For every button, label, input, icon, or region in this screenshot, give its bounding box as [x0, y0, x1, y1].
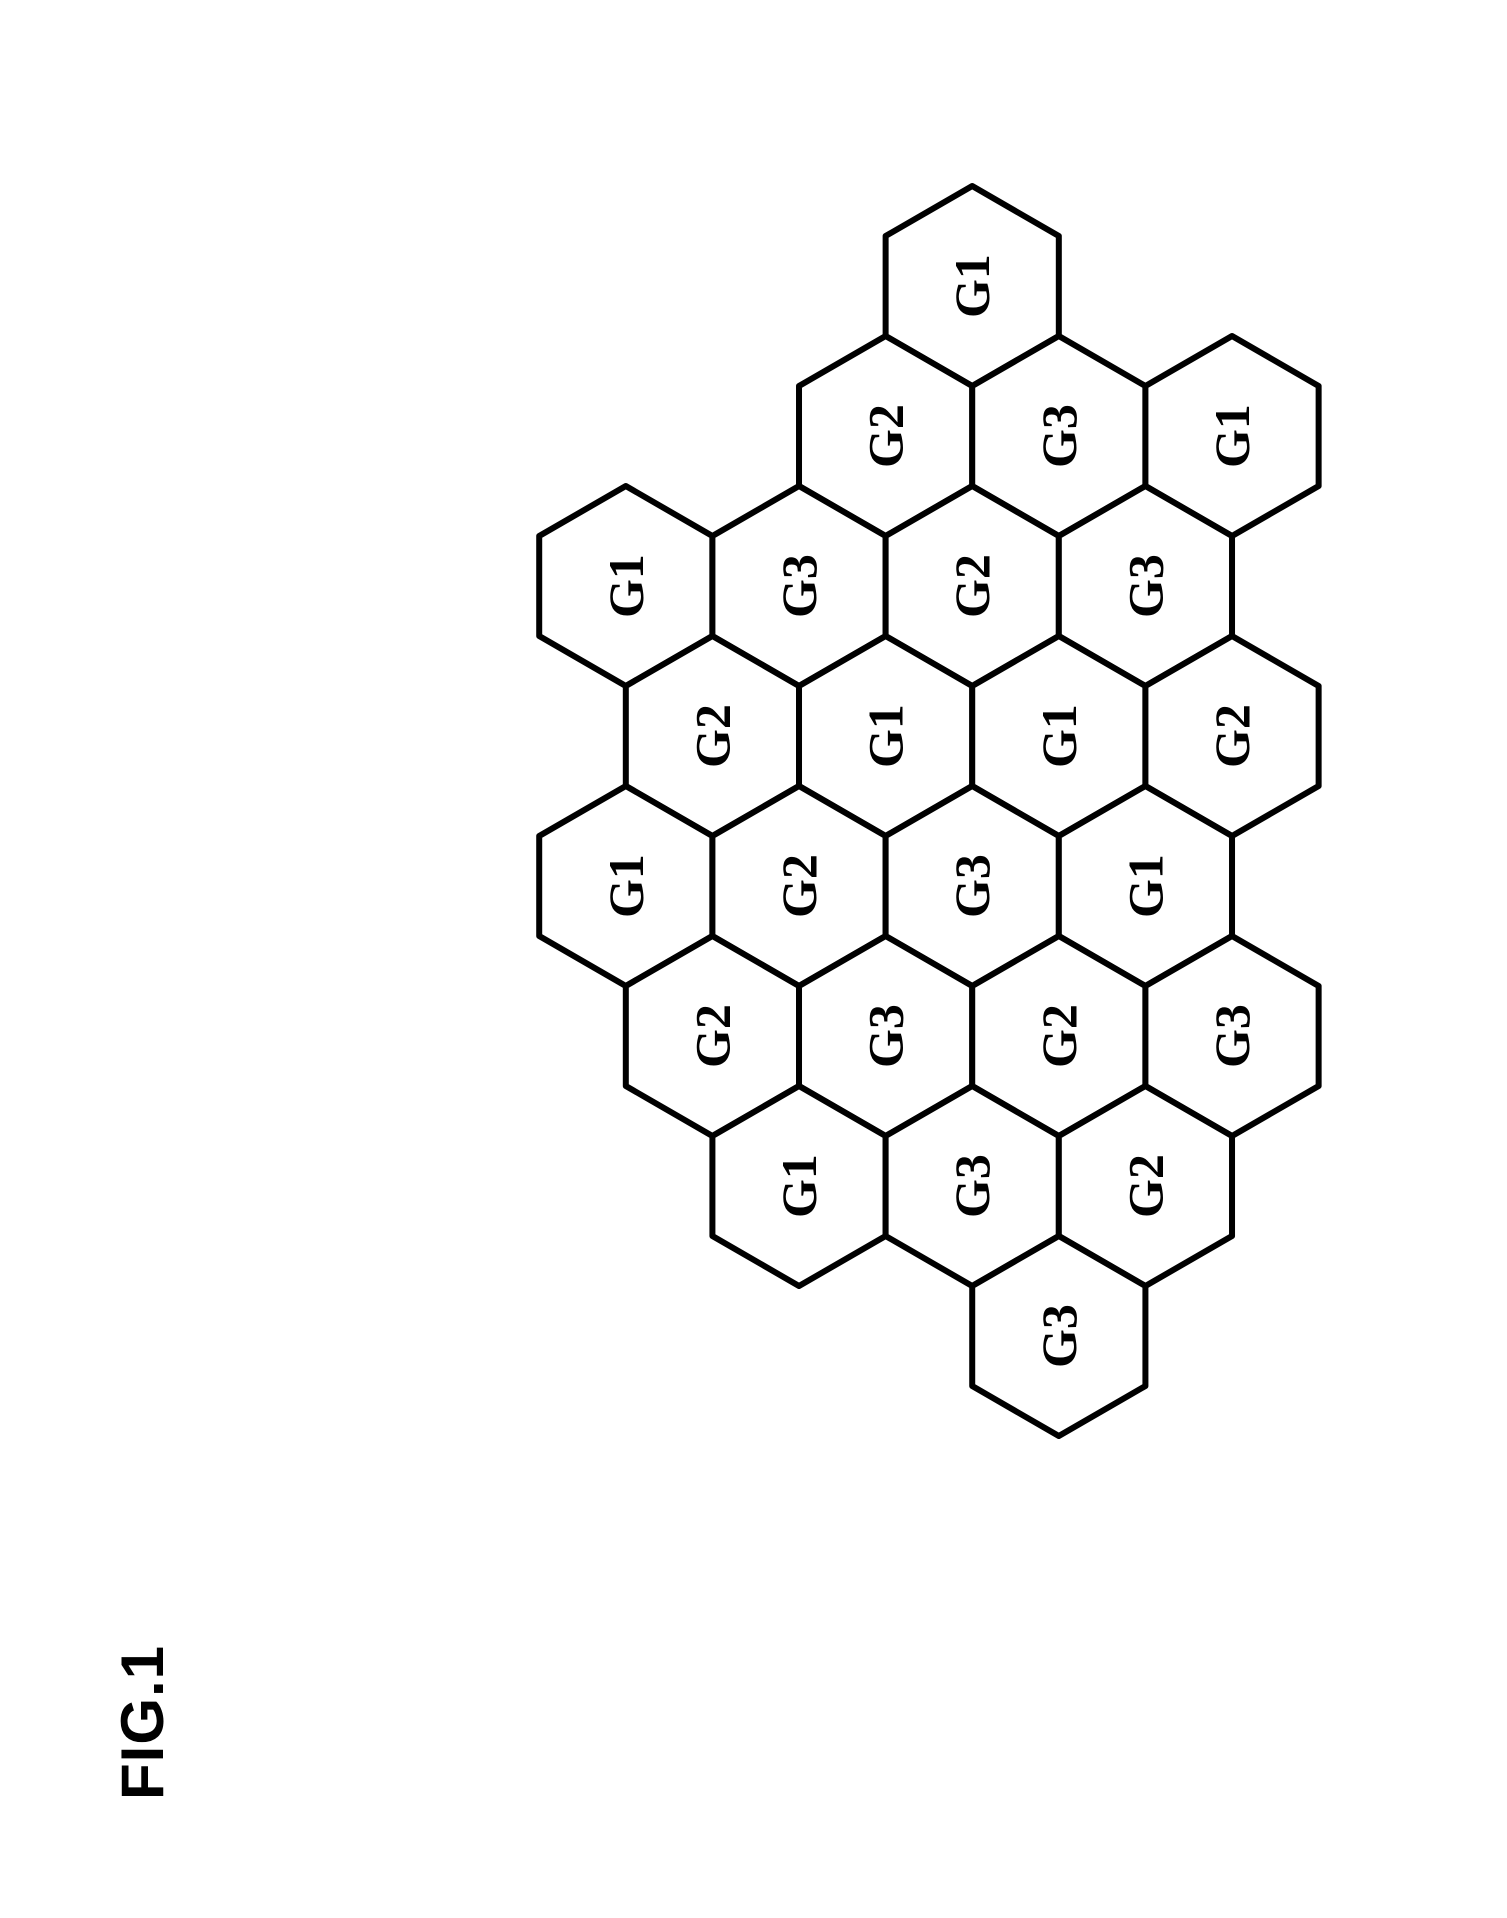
hex-cell-label: G3: [944, 854, 1000, 918]
hex-cell-label: G1: [598, 854, 654, 918]
hex-cell-label: G1: [1031, 704, 1087, 768]
hex-cell-label: G2: [858, 404, 914, 468]
hex-cell-label: G3: [1117, 554, 1173, 618]
hex-cell-label: G1: [858, 704, 914, 768]
hex-cell-label: G2: [1204, 704, 1260, 768]
hex-cell-label: G3: [771, 554, 827, 618]
hex-cell-label: G3: [858, 1004, 914, 1068]
hex-cell-label: G3: [1031, 404, 1087, 468]
page: FIG.1 G1 G2 G3 G1 G1 G3 G2 G3 G2 G1 G1 G2 G1 G2 G3 G1 G2…: [0, 0, 1507, 1918]
hex-cell-label: G2: [944, 554, 1000, 618]
hex-grid: G1 G2 G3 G1 G1 G3 G2 G3 G2 G1 G1 G2 G1 G2 G3 G1 G2 G3 G2 G3…: [360, 180, 1410, 1740]
hex-cell-label: G3: [944, 1154, 1000, 1218]
hex-cell-label: G2: [684, 704, 740, 768]
hex-cell-label: G1: [598, 554, 654, 618]
figure-label: FIG.1: [108, 1645, 177, 1800]
hex-cell-label: G1: [1204, 404, 1260, 468]
hex-cell-label: G1: [771, 1154, 827, 1218]
hex-cell-label: G1: [1117, 854, 1173, 918]
hex-cell-label: G2: [684, 1004, 740, 1068]
hex-cell-label: G2: [1117, 1154, 1173, 1218]
hex-cell-label: G2: [771, 854, 827, 918]
hex-cell-label: G2: [1031, 1004, 1087, 1068]
hex-cell-label: G3: [1031, 1304, 1087, 1368]
hex-cell-label: G3: [1204, 1004, 1260, 1068]
hex-cell-label: G1: [944, 254, 1000, 318]
